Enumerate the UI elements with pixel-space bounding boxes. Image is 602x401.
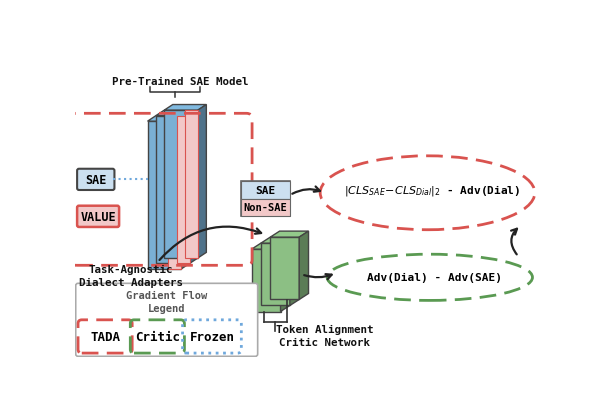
Polygon shape: [270, 237, 299, 300]
Text: Critic: Critic: [135, 330, 180, 343]
Text: SAE: SAE: [85, 174, 107, 186]
Polygon shape: [299, 231, 309, 300]
Polygon shape: [252, 249, 281, 312]
Polygon shape: [190, 111, 198, 264]
Polygon shape: [156, 116, 190, 264]
Text: Non-SAE: Non-SAE: [243, 203, 287, 213]
Polygon shape: [185, 111, 198, 258]
Polygon shape: [147, 122, 181, 269]
Polygon shape: [147, 116, 190, 122]
Text: Frozen: Frozen: [190, 330, 234, 343]
Text: Gradient Flow: Gradient Flow: [126, 291, 207, 300]
Text: Legend: Legend: [148, 304, 185, 314]
Text: $|CLS_{SAE}\!-\!CLS_{Dial}|_2$ - Adv(Dial): $|CLS_{SAE}\!-\!CLS_{Dial}|_2$ - Adv(Dia…: [344, 182, 520, 197]
Polygon shape: [198, 105, 206, 258]
Polygon shape: [164, 105, 206, 111]
Polygon shape: [164, 111, 198, 258]
Polygon shape: [270, 231, 309, 237]
Text: Critic Network: Critic Network: [279, 338, 370, 348]
Polygon shape: [177, 116, 190, 264]
FancyBboxPatch shape: [77, 206, 119, 227]
Polygon shape: [241, 182, 290, 199]
Text: Pre-Trained SAE Model: Pre-Trained SAE Model: [111, 77, 248, 87]
Polygon shape: [241, 199, 290, 216]
Polygon shape: [169, 122, 181, 269]
Polygon shape: [156, 111, 198, 116]
Polygon shape: [252, 243, 290, 249]
Text: TADA: TADA: [90, 330, 120, 343]
Polygon shape: [261, 237, 299, 243]
FancyBboxPatch shape: [76, 284, 258, 356]
Polygon shape: [261, 243, 290, 306]
Polygon shape: [290, 237, 299, 306]
Text: Task-Agnostic: Task-Agnostic: [89, 265, 173, 275]
FancyBboxPatch shape: [241, 182, 290, 216]
FancyBboxPatch shape: [77, 169, 114, 190]
Text: VALUE: VALUE: [80, 210, 116, 223]
Text: Token Alignment: Token Alignment: [276, 325, 374, 335]
Polygon shape: [181, 116, 190, 269]
Text: Dialect Adapters: Dialect Adapters: [79, 277, 183, 288]
Text: Adv(Dial) - Adv(SAE): Adv(Dial) - Adv(SAE): [367, 273, 502, 283]
Text: SAE: SAE: [255, 185, 276, 195]
Polygon shape: [281, 243, 290, 312]
